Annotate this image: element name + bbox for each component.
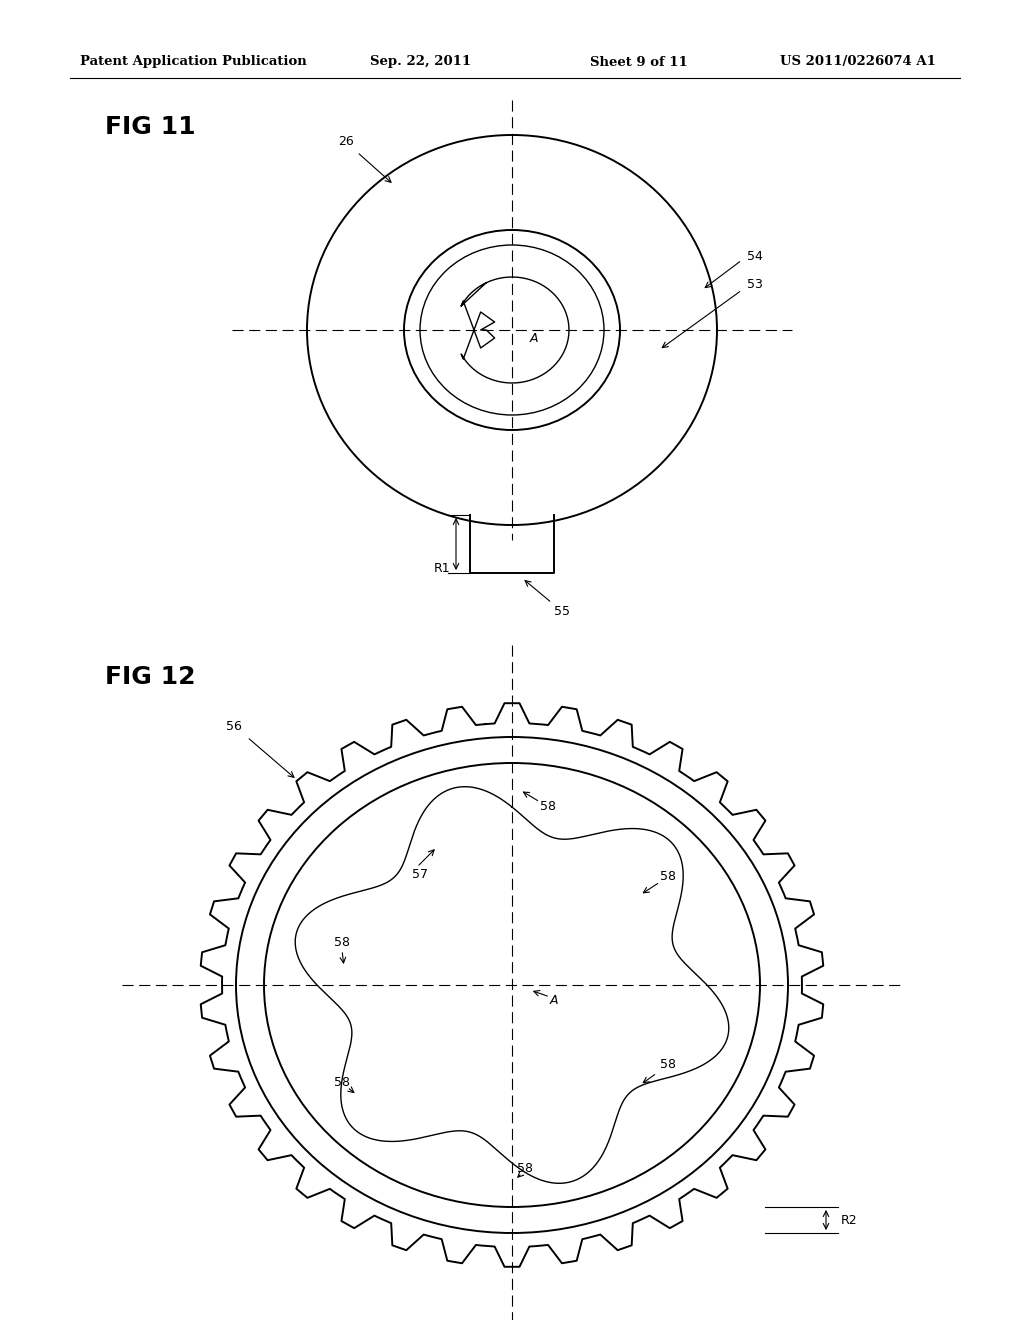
Text: 56: 56 <box>226 719 242 733</box>
Text: R2: R2 <box>841 1213 858 1226</box>
Text: A: A <box>550 994 558 1006</box>
Text: 58: 58 <box>517 1162 534 1175</box>
Text: 55: 55 <box>554 605 570 618</box>
Text: US 2011/0226074 A1: US 2011/0226074 A1 <box>780 55 936 69</box>
Text: Patent Application Publication: Patent Application Publication <box>80 55 307 69</box>
Text: 58: 58 <box>660 1059 676 1072</box>
Text: 26: 26 <box>338 135 354 148</box>
Text: 58: 58 <box>540 800 556 813</box>
Text: 58: 58 <box>334 936 350 949</box>
Text: 58: 58 <box>660 870 676 883</box>
Text: Sheet 9 of 11: Sheet 9 of 11 <box>590 55 688 69</box>
Text: R1: R1 <box>433 562 450 576</box>
Text: 53: 53 <box>746 279 763 292</box>
Text: FIG 11: FIG 11 <box>105 115 196 139</box>
Text: 54: 54 <box>746 251 763 264</box>
Text: 57: 57 <box>412 869 428 882</box>
Text: A: A <box>530 331 539 345</box>
Text: 58: 58 <box>334 1077 350 1089</box>
Text: FIG 12: FIG 12 <box>105 665 196 689</box>
Text: Sep. 22, 2011: Sep. 22, 2011 <box>370 55 471 69</box>
